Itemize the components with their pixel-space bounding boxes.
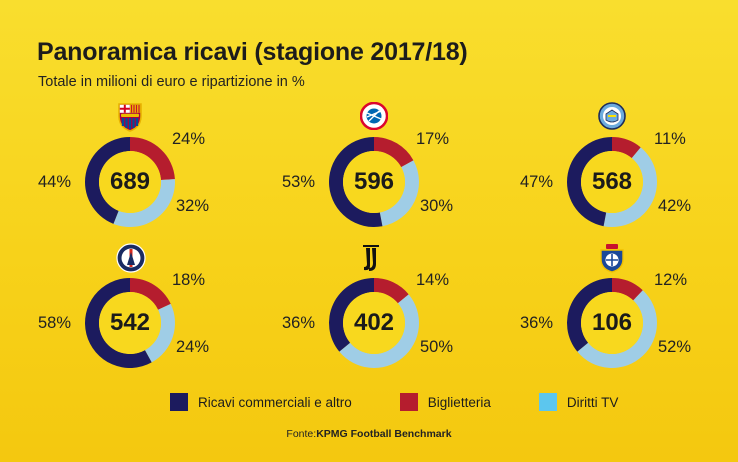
chart-subtitle: Totale in milioni di euro e ripartizione… xyxy=(38,74,305,90)
pct-label-tv: 42% xyxy=(658,197,692,215)
pct-label-ticketing: 24% xyxy=(172,130,206,148)
total-revenue-label: 568 xyxy=(591,168,633,195)
pct-label-commercial: 53% xyxy=(282,173,316,191)
legend-label-tv: Diritti TV xyxy=(566,394,619,410)
pct-label-commercial: 58% xyxy=(38,314,72,332)
pct-label-ticketing: 11% xyxy=(654,130,686,148)
donut-segment-commercial xyxy=(329,137,383,227)
donut-segment-ticketing xyxy=(130,137,175,181)
pct-label-commercial: 44% xyxy=(38,173,72,191)
donut-segment-tv xyxy=(144,303,175,363)
total-revenue-label: 106 xyxy=(591,309,633,336)
donut-center xyxy=(581,151,643,213)
pct-label-ticketing: 14% xyxy=(416,271,450,289)
source-name: KPMG Football Benchmark xyxy=(316,428,452,440)
fc-porto-crest-icon xyxy=(598,243,626,278)
donut-segment-ticketing xyxy=(374,137,414,168)
donut-segment-commercial xyxy=(566,278,612,352)
pct-label-tv: 32% xyxy=(176,197,210,215)
donut-segment-ticketing xyxy=(130,278,171,310)
donut-center xyxy=(581,292,643,354)
legend-item-ticketing: Biglietteria xyxy=(399,393,491,411)
juventus-logo-icon xyxy=(360,243,382,278)
pct-label-commercial: 36% xyxy=(520,314,554,332)
total-revenue-label: 596 xyxy=(353,168,395,195)
donut-center xyxy=(343,151,405,213)
legend-swatch-tv xyxy=(538,393,557,411)
legend-item-commercial: Ricavi commerciali e altro xyxy=(170,393,352,411)
pct-label-ticketing: 17% xyxy=(416,130,450,148)
total-revenue-label: 542 xyxy=(109,309,151,336)
pct-label-commercial: 47% xyxy=(520,173,554,191)
donut-segment-ticketing xyxy=(612,278,643,301)
pct-label-tv: 50% xyxy=(420,338,454,356)
legend-label-commercial: Ricavi commerciali e altro xyxy=(198,394,352,410)
manchester-city-crest-icon xyxy=(598,102,626,135)
donut-center xyxy=(99,151,161,213)
donut-segment-tv xyxy=(113,179,176,227)
psg-crest-icon xyxy=(116,243,146,278)
legend: Ricavi commerciali e altro Biglietteria … xyxy=(170,393,666,411)
donut-segment-tv xyxy=(603,147,657,227)
pct-label-ticketing: 18% xyxy=(172,271,206,289)
donut-segment-commercial xyxy=(328,278,374,352)
donut-segment-tv xyxy=(379,160,419,227)
source-prefix: Fonte: xyxy=(286,428,317,440)
pct-label-ticketing: 12% xyxy=(654,271,688,289)
legend-label-ticketing: Biglietteria xyxy=(427,394,491,410)
fc-barcelona-crest-icon xyxy=(116,102,144,137)
donut-segment-tv xyxy=(577,290,657,368)
donut-segment-commercial xyxy=(85,278,152,368)
source-note: Fonte:KPMG Football Benchmark xyxy=(0,428,738,440)
donut-segment-ticketing xyxy=(612,137,641,159)
chart-title: Panoramica ricavi (stagione 2017/18) xyxy=(37,38,468,66)
legend-swatch-commercial xyxy=(170,393,188,411)
donut-segment-commercial xyxy=(85,137,130,224)
donut-center xyxy=(343,292,405,354)
legend-item-tv: Diritti TV xyxy=(538,393,619,411)
donut-center xyxy=(99,292,161,354)
total-revenue-label: 689 xyxy=(109,168,151,195)
donut-segment-ticketing xyxy=(374,278,409,304)
donut-segment-commercial xyxy=(567,137,612,227)
pct-label-tv: 30% xyxy=(420,197,454,215)
bayern-munich-crest-icon xyxy=(359,101,389,135)
pct-label-tv: 24% xyxy=(176,338,210,356)
total-revenue-label: 402 xyxy=(353,309,395,336)
donut-segment-tv xyxy=(339,294,420,368)
legend-swatch-ticketing xyxy=(399,393,418,411)
pct-label-commercial: 36% xyxy=(282,314,316,332)
pct-label-tv: 52% xyxy=(658,338,692,356)
